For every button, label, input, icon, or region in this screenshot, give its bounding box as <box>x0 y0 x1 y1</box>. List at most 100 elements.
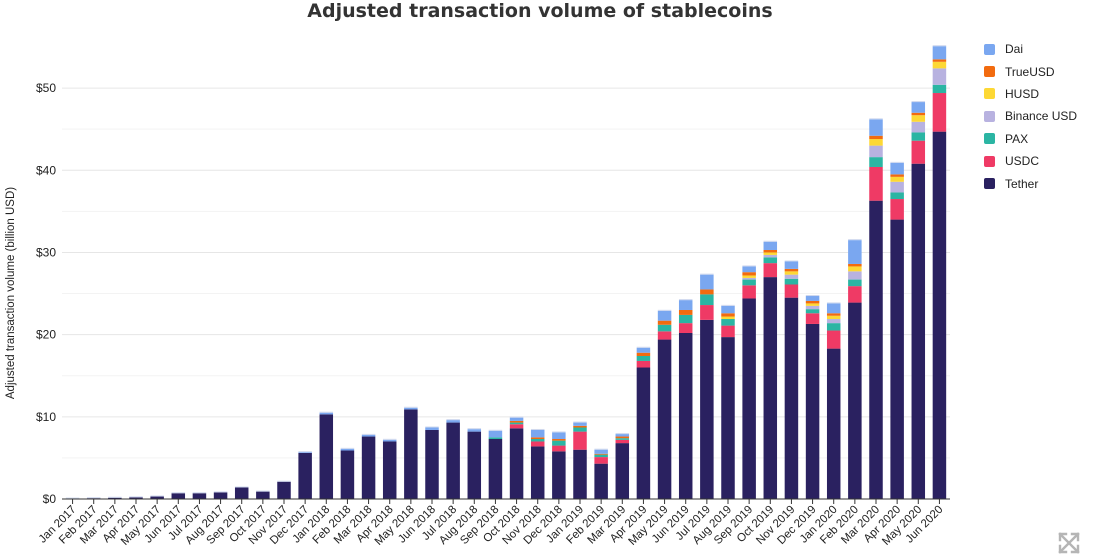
bar-pax[interactable] <box>784 278 799 285</box>
bar-usdc[interactable] <box>742 285 756 299</box>
bar-binance-usd[interactable] <box>869 145 883 158</box>
bar-tether[interactable] <box>636 367 651 499</box>
bar-dai[interactable] <box>805 296 820 301</box>
bar-pax[interactable] <box>890 192 904 200</box>
bar-husd[interactable] <box>932 61 947 69</box>
bar-trueusd[interactable] <box>784 268 799 272</box>
bar-tether[interactable] <box>573 449 587 499</box>
bar-pax[interactable] <box>742 279 756 286</box>
bar-trueusd[interactable] <box>636 352 651 357</box>
bar-trueusd[interactable] <box>911 112 926 116</box>
bar-trueusd[interactable] <box>890 174 904 177</box>
bar-trueusd[interactable] <box>594 453 608 455</box>
bar-tether[interactable] <box>150 496 164 499</box>
bar-husd[interactable] <box>742 275 756 278</box>
bar-husd[interactable] <box>721 316 735 320</box>
bar-dai[interactable] <box>573 422 587 426</box>
bar-tether[interactable] <box>361 436 376 499</box>
bar-trueusd[interactable] <box>615 436 630 439</box>
bar-tether[interactable] <box>826 348 841 499</box>
bar-binance-usd[interactable] <box>763 254 778 258</box>
bar-tether[interactable] <box>615 443 630 499</box>
bar-usdc[interactable] <box>552 445 566 452</box>
bar-tether[interactable] <box>234 487 249 499</box>
bar-binance-usd[interactable] <box>742 277 756 280</box>
bar-dai[interactable] <box>509 417 524 421</box>
bar-usdc[interactable] <box>932 93 947 132</box>
bar-pax[interactable] <box>721 319 735 326</box>
bar-tether[interactable] <box>488 439 503 499</box>
bar-husd[interactable] <box>869 139 883 146</box>
bar-pax[interactable] <box>848 279 862 287</box>
bar-binance-usd[interactable] <box>784 274 799 279</box>
bar-trueusd[interactable] <box>763 249 778 253</box>
bar-pax[interactable] <box>826 323 841 331</box>
bar-usdc[interactable] <box>826 330 841 349</box>
bar-tether[interactable] <box>678 332 693 499</box>
bar-tether[interactable] <box>382 441 397 499</box>
bar-tether[interactable] <box>213 492 228 499</box>
bar-dai[interactable] <box>678 300 693 310</box>
bar-tether[interactable] <box>657 339 672 499</box>
bar-usdc[interactable] <box>573 431 587 450</box>
bar-usdc[interactable] <box>615 439 630 444</box>
bar-trueusd[interactable] <box>869 135 883 140</box>
bar-pax[interactable] <box>911 132 926 141</box>
bar-pax[interactable] <box>636 356 651 361</box>
bar-pax[interactable] <box>932 84 947 94</box>
bar-husd[interactable] <box>805 303 820 306</box>
legend-item-binance-usd[interactable]: Binance USD <box>984 105 1077 127</box>
bar-usdc[interactable] <box>636 360 651 368</box>
bar-usdc[interactable] <box>509 424 524 429</box>
bar-dai[interactable] <box>319 412 334 415</box>
bar-pax[interactable] <box>678 314 693 324</box>
bar-pax[interactable] <box>552 440 566 446</box>
bar-dai[interactable] <box>615 434 630 437</box>
legend-item-husd[interactable]: HUSD <box>984 83 1077 105</box>
bar-dai[interactable] <box>340 448 355 451</box>
bar-tether[interactable] <box>763 277 778 499</box>
bar-binance-usd[interactable] <box>805 305 820 310</box>
bar-dai[interactable] <box>488 430 503 438</box>
bar-trueusd[interactable] <box>805 300 820 304</box>
bar-dai[interactable] <box>742 266 756 273</box>
bar-pax[interactable] <box>700 294 714 306</box>
bar-tether[interactable] <box>890 219 904 499</box>
bar-usdc[interactable] <box>848 286 862 303</box>
bar-tether[interactable] <box>552 451 566 499</box>
bar-tether[interactable] <box>404 409 418 499</box>
bar-dai[interactable] <box>848 240 862 264</box>
bar-dai[interactable] <box>890 162 904 175</box>
bar-tether[interactable] <box>256 491 270 499</box>
bar-dai[interactable] <box>361 434 376 437</box>
bar-usdc[interactable] <box>805 313 820 324</box>
bar-dai[interactable] <box>298 452 312 453</box>
bar-binance-usd[interactable] <box>890 181 904 193</box>
bar-usdc[interactable] <box>763 263 778 278</box>
bar-trueusd[interactable] <box>509 420 524 423</box>
bar-tether[interactable] <box>171 493 186 499</box>
bar-trueusd[interactable] <box>700 289 714 295</box>
bar-trueusd[interactable] <box>678 309 693 315</box>
bar-dai[interactable] <box>594 449 608 454</box>
bar-dai[interactable] <box>446 420 460 423</box>
bar-trueusd[interactable] <box>552 439 566 441</box>
bar-binance-usd[interactable] <box>932 68 947 85</box>
bar-pax[interactable] <box>615 438 630 440</box>
bar-dai[interactable] <box>425 427 439 430</box>
bar-tether[interactable] <box>700 319 714 499</box>
bar-dai[interactable] <box>869 119 883 136</box>
bar-usdc[interactable] <box>784 284 799 298</box>
bar-tether[interactable] <box>805 323 820 499</box>
bar-tether[interactable] <box>298 452 312 499</box>
expand-icon[interactable] <box>1057 531 1081 555</box>
bar-usdc[interactable] <box>594 457 608 464</box>
legend-item-tether[interactable]: Tether <box>984 172 1077 194</box>
legend-item-pax[interactable]: PAX <box>984 128 1077 150</box>
bar-tether[interactable] <box>446 422 460 499</box>
bar-pax[interactable] <box>805 309 820 314</box>
bar-dai[interactable] <box>932 46 947 60</box>
bar-tether[interactable] <box>869 200 883 499</box>
bar-trueusd[interactable] <box>573 425 587 428</box>
bar-trueusd[interactable] <box>721 313 735 317</box>
